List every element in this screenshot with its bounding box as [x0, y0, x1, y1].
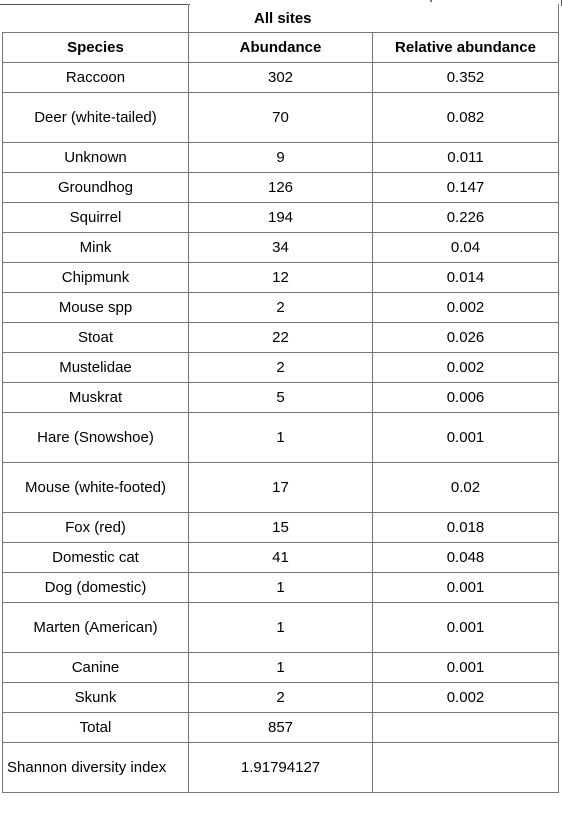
- abundance-cell: 15: [188, 512, 373, 543]
- table-row: Mink 34 0.04: [2, 232, 559, 263]
- table-row: Squirrel 194 0.226: [2, 202, 559, 233]
- table-row: Domestic cat 41 0.048: [2, 542, 559, 573]
- header-relative-abundance: Relative abundance: [372, 32, 559, 63]
- shannon-row: Shannon diversity index 1.91794127: [2, 742, 559, 793]
- species-cell: Deer (white-tailed): [2, 92, 189, 143]
- table-title: All sites: [188, 4, 559, 33]
- table-row: Canine 1 0.001: [2, 652, 559, 683]
- abundance-cell: 12: [188, 262, 373, 293]
- species-cell: Skunk: [2, 682, 189, 713]
- table-row: Dog (domestic) 1 0.001: [2, 572, 559, 603]
- species-cell: Mouse (white-footed): [2, 462, 189, 513]
- total-value: 857: [188, 712, 373, 743]
- relative-abundance-cell: 0.006: [372, 382, 559, 413]
- header-abundance: Abundance: [188, 32, 373, 63]
- relative-abundance-cell: 0.002: [372, 292, 559, 323]
- species-cell: Chipmunk: [2, 262, 189, 293]
- species-cell: Hare (Snowshoe): [2, 412, 189, 463]
- title-spacer-cell: [3, 4, 189, 33]
- relative-abundance-cell: 0.002: [372, 682, 559, 713]
- header-row: Species Abundance Relative abundance: [2, 32, 559, 63]
- abundance-cell: 2: [188, 682, 373, 713]
- abundance-cell: 2: [188, 292, 373, 323]
- abundance-cell: 17: [188, 462, 373, 513]
- species-cell: Canine: [2, 652, 189, 683]
- abundance-cell: 1: [188, 572, 373, 603]
- relative-abundance-cell: 0.001: [372, 602, 559, 653]
- cropped-mark: [430, 0, 432, 2]
- relative-abundance-cell: 0.04: [372, 232, 559, 263]
- relative-abundance-cell: 0.048: [372, 542, 559, 573]
- table-row: Muskrat 5 0.006: [2, 382, 559, 413]
- species-cell: Dog (domestic): [2, 572, 189, 603]
- species-cell: Groundhog: [2, 172, 189, 203]
- abundance-cell: 5: [188, 382, 373, 413]
- table-row: Fox (red) 15 0.018: [2, 512, 559, 543]
- table-row: Chipmunk 12 0.014: [2, 262, 559, 293]
- species-abundance-table: All sites Species Abundance Relative abu…: [2, 4, 559, 793]
- table-row: Hare (Snowshoe) 1 0.001: [2, 412, 559, 463]
- cropped-cell-border: [0, 0, 190, 5]
- title-row: All sites: [3, 4, 559, 33]
- relative-abundance-cell: 0.001: [372, 652, 559, 683]
- table-row: Mouse (white-footed) 17 0.02: [2, 462, 559, 513]
- species-cell: Mink: [2, 232, 189, 263]
- total-label: Total: [2, 712, 189, 743]
- species-cell: Mouse spp: [2, 292, 189, 323]
- species-cell: Fox (red): [2, 512, 189, 543]
- relative-abundance-cell: 0.001: [372, 572, 559, 603]
- abundance-cell: 1: [188, 602, 373, 653]
- relative-abundance-cell: 0.002: [372, 352, 559, 383]
- abundance-cell: 22: [188, 322, 373, 353]
- table-row: Marten (American) 1 0.001: [2, 602, 559, 653]
- relative-abundance-cell: 0.018: [372, 512, 559, 543]
- species-cell: Stoat: [2, 322, 189, 353]
- abundance-cell: 34: [188, 232, 373, 263]
- header-species: Species: [2, 32, 189, 63]
- table-row: Groundhog 126 0.147: [2, 172, 559, 203]
- table-row: Raccoon 302 0.352: [2, 62, 559, 93]
- table-row: Deer (white-tailed) 70 0.082: [2, 92, 559, 143]
- total-row: Total 857: [2, 712, 559, 743]
- table-row: Mustelidae 2 0.002: [2, 352, 559, 383]
- table-row: Mouse spp 2 0.002: [2, 292, 559, 323]
- species-cell: Mustelidae: [2, 352, 189, 383]
- relative-abundance-cell: 0.352: [372, 62, 559, 93]
- relative-abundance-cell: 0.014: [372, 262, 559, 293]
- shannon-label: Shannon diversity index: [2, 742, 189, 793]
- relative-abundance-cell: 0.02: [372, 462, 559, 513]
- abundance-cell: 41: [188, 542, 373, 573]
- shannon-value: 1.91794127: [188, 742, 373, 793]
- total-empty: [372, 712, 559, 743]
- relative-abundance-cell: 0.226: [372, 202, 559, 233]
- abundance-cell: 194: [188, 202, 373, 233]
- species-cell: Domestic cat: [2, 542, 189, 573]
- species-cell: Muskrat: [2, 382, 189, 413]
- abundance-cell: 9: [188, 142, 373, 173]
- relative-abundance-cell: 0.147: [372, 172, 559, 203]
- abundance-cell: 70: [188, 92, 373, 143]
- relative-abundance-cell: 0.011: [372, 142, 559, 173]
- abundance-cell: 1: [188, 652, 373, 683]
- species-cell: Raccoon: [2, 62, 189, 93]
- abundance-cell: 126: [188, 172, 373, 203]
- relative-abundance-cell: 0.026: [372, 322, 559, 353]
- abundance-cell: 2: [188, 352, 373, 383]
- abundance-cell: 302: [188, 62, 373, 93]
- species-cell: Marten (American): [2, 602, 189, 653]
- table-row: Skunk 2 0.002: [2, 682, 559, 713]
- relative-abundance-cell: 0.001: [372, 412, 559, 463]
- abundance-cell: 1: [188, 412, 373, 463]
- table-row: Unknown 9 0.011: [2, 142, 559, 173]
- table-row: Stoat 22 0.026: [2, 322, 559, 353]
- species-cell: Squirrel: [2, 202, 189, 233]
- species-cell: Unknown: [2, 142, 189, 173]
- relative-abundance-cell: 0.082: [372, 92, 559, 143]
- shannon-empty: [372, 742, 559, 793]
